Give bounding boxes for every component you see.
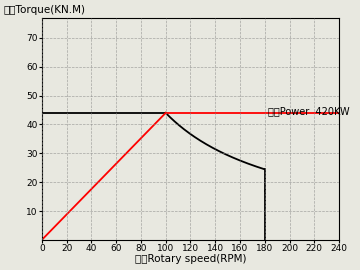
X-axis label: 转速Rotary speed(RPM): 转速Rotary speed(RPM) — [135, 254, 246, 264]
Text: 扭矩Torque(KN.M): 扭矩Torque(KN.M) — [3, 5, 85, 15]
Text: 功率Power  420KW: 功率Power 420KW — [269, 106, 350, 116]
